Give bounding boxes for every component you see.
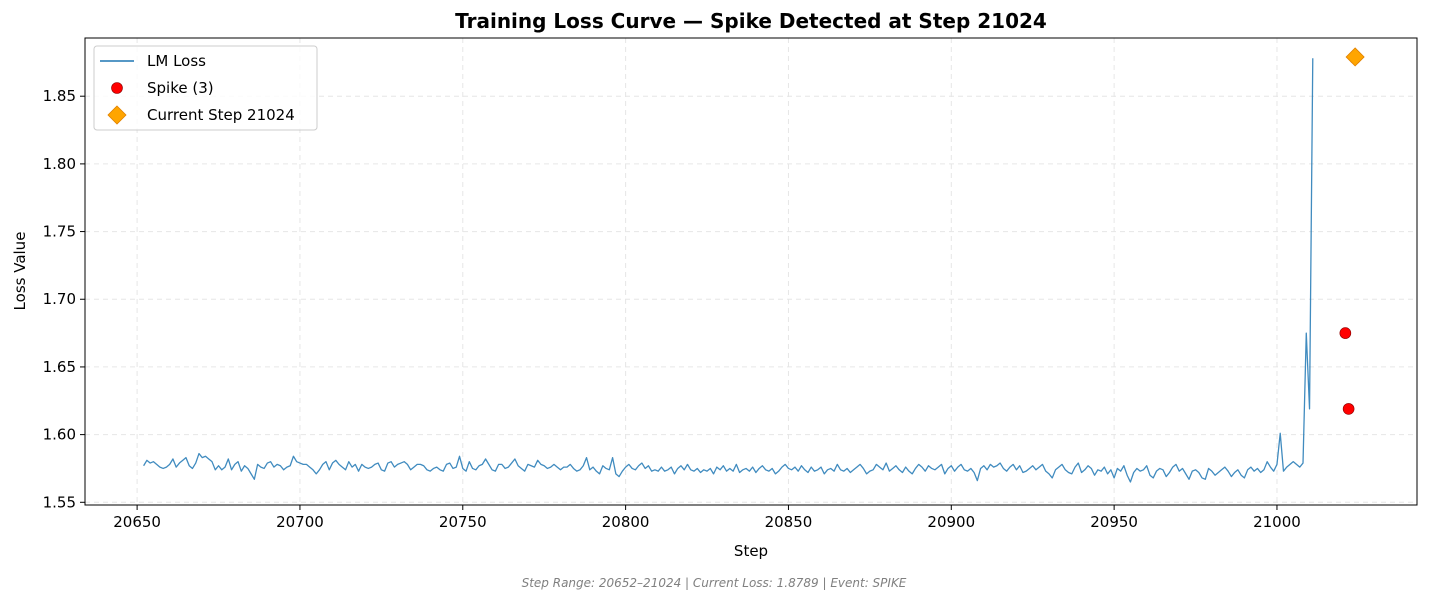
chart-title: Training Loss Curve — Spike Detected at … <box>455 9 1047 33</box>
y-tick-label: 1.80 <box>43 155 76 173</box>
legend-item-lm-loss: LM Loss <box>147 52 206 70</box>
legend-item-spike: Spike (3) <box>147 79 214 97</box>
y-tick-label: 1.75 <box>43 223 76 241</box>
plot-frame <box>84 37 1418 506</box>
series-line-lm-loss <box>143 58 1314 483</box>
x-tick-label: 20650 <box>113 513 161 531</box>
y-tick-label: 1.60 <box>43 426 76 444</box>
spike-point <box>1339 327 1352 339</box>
legend-box <box>93 45 318 131</box>
y-axis: 1.55 1.60 1.65 1.70 1.75 1.80 1.85 <box>43 87 85 511</box>
footer-caption: Step Range: 20652–21024 | Current Loss: … <box>522 576 907 590</box>
x-axis: 20650 20700 20750 20800 20850 20900 20950 21000 <box>113 505 1301 531</box>
legend-spike-marker <box>111 82 123 94</box>
x-tick-label: 20700 <box>276 513 324 531</box>
y-tick-label: 1.70 <box>43 290 76 308</box>
x-tick-label: 20850 <box>765 513 813 531</box>
legend-item-current: Current Step 21024 <box>147 106 295 124</box>
grid <box>85 38 1417 505</box>
spike-point <box>1342 403 1355 415</box>
legend: LM Loss Spike (3) Current Step 21024 <box>93 45 318 131</box>
x-tick-label: 20800 <box>602 513 650 531</box>
legend-current-marker <box>107 105 127 125</box>
x-tick-label: 20900 <box>927 513 975 531</box>
current-step-point <box>1345 47 1365 67</box>
x-tick-label: 20950 <box>1090 513 1138 531</box>
y-tick-label: 1.65 <box>43 358 76 376</box>
y-tick-label: 1.55 <box>43 493 76 511</box>
y-axis-label: Loss Value <box>11 232 29 311</box>
plot-area <box>143 47 1365 483</box>
x-tick-label: 20750 <box>439 513 487 531</box>
x-axis-label: Step <box>734 542 768 560</box>
x-tick-label: 21000 <box>1253 513 1301 531</box>
y-tick-label: 1.85 <box>43 87 76 105</box>
